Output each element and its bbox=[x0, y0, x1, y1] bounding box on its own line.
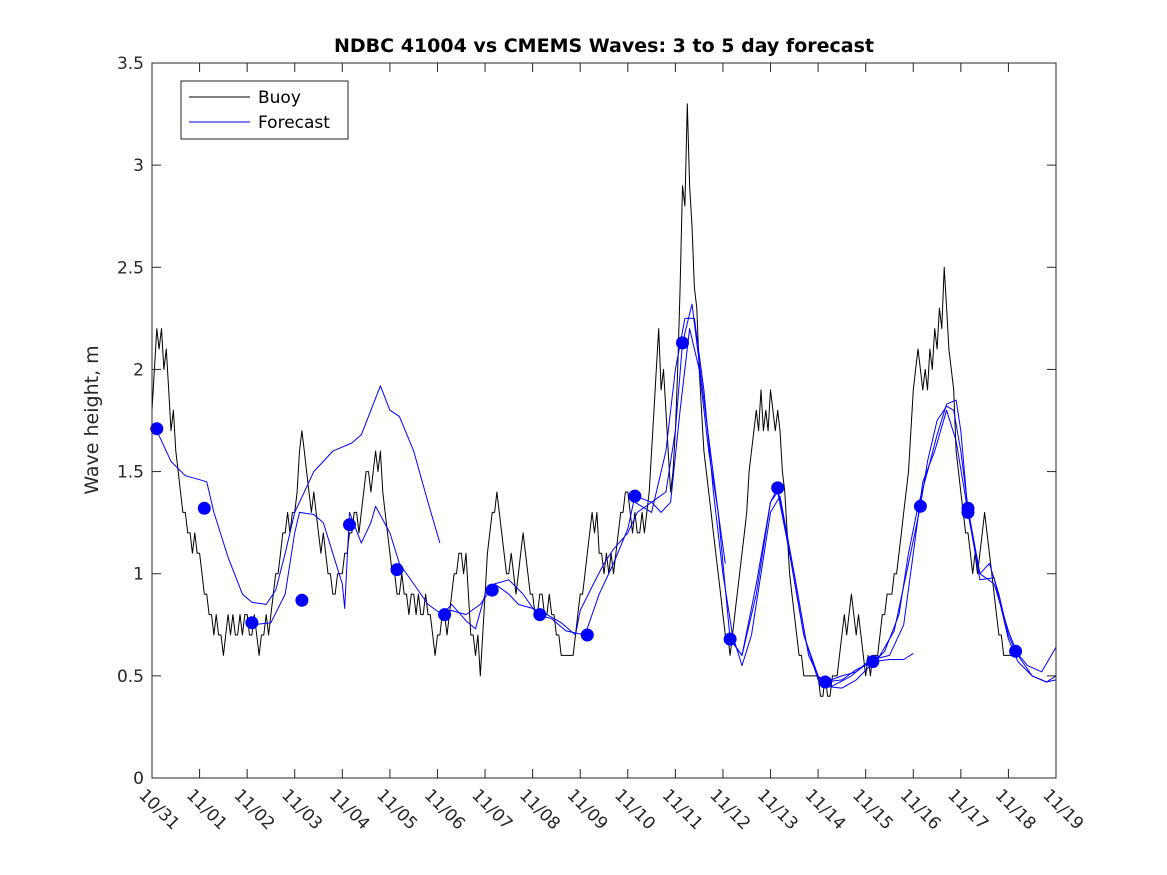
y-tick-label-3: 1.5 bbox=[117, 463, 144, 483]
forecast-marker-9 bbox=[533, 608, 547, 622]
forecast-marker-17 bbox=[913, 499, 927, 513]
y-axis-label: Wave height, m bbox=[81, 345, 103, 494]
series-line-forecast-4 bbox=[634, 317, 1057, 689]
series-line-forecast-2 bbox=[251, 328, 726, 636]
forecast-marker-16 bbox=[866, 655, 880, 669]
legend: Buoy Forecast bbox=[180, 80, 349, 140]
forecast-marker-8 bbox=[485, 583, 499, 597]
y-tick-label-7: 3.5 bbox=[117, 54, 144, 74]
forecast-marker-11 bbox=[628, 489, 642, 503]
y-tick-label-6: 3 bbox=[133, 156, 144, 176]
chart-title: NDBC 41004 vs CMEMS Waves: 3 to 5 day fo… bbox=[334, 35, 874, 57]
marker-layer bbox=[150, 336, 1023, 689]
axes-box bbox=[151, 62, 1057, 779]
forecast-marker-3 bbox=[245, 616, 259, 630]
forecast-marker-12 bbox=[676, 336, 689, 350]
plot-area bbox=[152, 63, 1056, 778]
forecast-marker-10 bbox=[580, 628, 594, 642]
y-tick-label-2: 1 bbox=[133, 565, 144, 585]
y-tick-label-1: 0.5 bbox=[117, 667, 144, 687]
y-tick-label-5: 2.5 bbox=[117, 258, 144, 278]
forecast-marker-20 bbox=[1009, 644, 1023, 658]
forecast-marker-15 bbox=[818, 675, 832, 689]
legend-buoy-label: Buoy bbox=[258, 88, 301, 108]
forecast-marker-4 bbox=[295, 593, 309, 607]
forecast-marker-1 bbox=[150, 422, 164, 436]
series-line-forecast-1 bbox=[156, 385, 441, 605]
y-tick-label-0: 0 bbox=[133, 769, 144, 789]
legend-box bbox=[180, 80, 349, 140]
legend-forecast-label: Forecast bbox=[258, 113, 330, 133]
forecast-marker-2 bbox=[197, 501, 211, 515]
forecast-marker-7 bbox=[438, 608, 452, 622]
forecast-marker-19 bbox=[961, 505, 975, 519]
forecast-marker-13 bbox=[723, 632, 737, 646]
forecast-marker-5 bbox=[343, 518, 356, 532]
forecast-marker-14 bbox=[771, 481, 785, 495]
y-tick-label-4: 2 bbox=[133, 360, 144, 380]
forecast-marker-6 bbox=[390, 563, 404, 577]
